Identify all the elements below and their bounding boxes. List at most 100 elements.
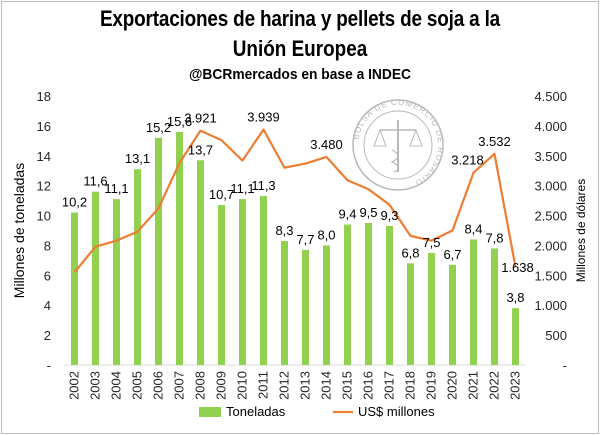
bar [407,263,414,365]
x-tick-label: 2003 [88,371,103,400]
x-tick-label: 2015 [340,371,355,400]
line-data-label: 3.480 [310,137,343,152]
bar [344,224,351,365]
line-data-label: 3.532 [478,134,511,149]
y-right-tick-label: 500 [545,328,567,343]
line-data-label: 1.638 [501,260,534,275]
bar [197,160,204,365]
watermark-seal: BOLSA DE COMERCIO DE ROSARIO [351,98,444,191]
bar [386,226,393,365]
bar [323,245,330,365]
bar-data-label: 7,8 [485,230,503,245]
bar [113,199,120,365]
y-right-tick-label: 4.000 [534,119,567,134]
y-left-tick-label: 10 [37,209,51,224]
bar [302,249,309,365]
x-tick-label: 2021 [466,371,481,400]
chart-subtitle: @BCRmercados en base a INDEC [188,66,412,83]
y-left-tick-label: 8 [44,238,51,253]
y-left-axis-title: Millones de toneladas [11,163,27,298]
x-tick-label: 2009 [214,371,229,400]
bar [218,205,225,365]
x-tick-label: 2012 [277,371,292,400]
x-tick-label: 2020 [445,371,460,400]
bar-data-label: 6,8 [401,245,419,260]
bar-data-label: 8,4 [464,221,482,236]
y-right-tick-label: 2.000 [534,238,567,253]
legend-label: Toneladas [226,404,286,419]
y-right-tick-label: 3.500 [534,149,567,164]
bar-data-label: 15,2 [146,120,171,135]
bar-data-label: 7,5 [422,235,440,250]
x-tick-label: 2011 [256,371,271,399]
x-tick-label: 2006 [151,371,166,400]
y-right-tick-label: 2.500 [534,209,567,224]
bar-data-label: 9,3 [380,208,398,223]
line-data-label: 3.218 [451,153,484,168]
y-left-tick-label: 2 [44,328,51,343]
y-left-tick-label: - [47,358,51,373]
bar [92,191,99,365]
bar [155,137,162,365]
x-tick-label: 2014 [319,371,334,400]
legend-label: US$ millones [358,404,435,419]
bar [512,308,519,365]
bar [428,252,435,365]
bar [491,248,498,365]
bar-data-label: 11,1 [230,181,254,196]
x-tick-label: 2022 [487,371,502,400]
y-right-tick-label: 1.000 [534,298,567,313]
y-left-tick-label: 16 [37,119,51,134]
chart-title-line2: Unión Europea [232,36,368,61]
x-tick-label: 2023 [508,371,523,400]
bar-data-label: 13,1 [125,151,150,166]
bar-data-label: 8,3 [275,223,293,238]
y-left-tick-label: 12 [37,179,51,194]
bar-data-label: 10,2 [62,195,87,210]
bar [71,212,78,365]
x-tick-label: 2007 [172,371,187,400]
x-tick-label: 2019 [424,371,439,400]
y-right-tick-label: 3.000 [534,179,567,194]
line-data-label: 3.921 [184,111,217,126]
bar [260,196,267,365]
bar-data-label: 6,7 [443,247,461,262]
bar-data-label: 13,7 [188,142,213,157]
y-right-tick-label: 1.500 [534,268,567,283]
x-tick-label: 2002 [67,371,82,400]
y-left-tick-label: 18 [37,89,51,104]
bar [239,199,246,365]
bar-data-label: 11,1 [104,181,128,196]
bar-data-label: 7,7 [296,232,314,247]
bar-data-label: 10,7 [209,187,234,202]
bar [281,240,288,365]
x-tick-label: 2008 [193,371,208,400]
x-tick-label: 2017 [382,371,397,400]
legend-swatch-bar [199,407,221,417]
bar [176,131,183,365]
x-tick-label: 2004 [109,371,124,400]
x-tick-label: 2016 [361,371,376,400]
x-tick-label: 2010 [235,371,250,400]
bar-data-label: 9,5 [359,205,377,220]
x-tick-label: 2013 [298,371,313,400]
x-tick-label: 2018 [403,371,418,400]
bar [365,223,372,365]
bar [470,239,477,365]
bar [449,264,456,365]
chart-title-line1: Exportaciones de harina y pellets de soj… [99,6,501,31]
bar-data-label: 11,3 [251,178,275,193]
y-right-tick-label: - [563,358,567,373]
y-left-tick-label: 6 [44,268,51,283]
bar-data-label: 8,0 [317,227,335,242]
bar-data-label: 15,6 [167,114,192,129]
bar-data-label: 3,8 [506,290,524,305]
bar [134,169,141,365]
y-left-tick-label: 4 [44,298,51,313]
y-right-axis-title: Millones de dólares [574,179,588,282]
line-series [73,128,517,274]
y-left-tick-label: 14 [37,149,51,164]
y-right-tick-label: 4.500 [534,89,567,104]
